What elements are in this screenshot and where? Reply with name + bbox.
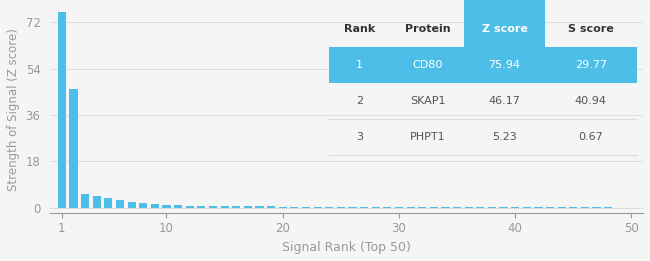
- Bar: [313, 207, 322, 208]
- Bar: [267, 206, 275, 208]
- X-axis label: Signal Rank (Top 50): Signal Rank (Top 50): [282, 241, 411, 254]
- Bar: [255, 206, 263, 208]
- Text: S score: S score: [568, 24, 614, 34]
- Bar: [244, 206, 252, 208]
- Text: 0.67: 0.67: [578, 132, 603, 142]
- Bar: [534, 207, 543, 208]
- Bar: [279, 206, 287, 208]
- Bar: [174, 205, 182, 208]
- Bar: [499, 207, 508, 208]
- Bar: [348, 207, 356, 208]
- FancyBboxPatch shape: [329, 47, 637, 83]
- Bar: [372, 207, 380, 208]
- Text: SKAP1: SKAP1: [410, 96, 445, 106]
- Text: 5.23: 5.23: [492, 132, 517, 142]
- Bar: [302, 207, 310, 208]
- Bar: [476, 207, 484, 208]
- Text: CD80: CD80: [412, 60, 443, 70]
- Bar: [511, 207, 519, 208]
- Text: Protein: Protein: [405, 24, 450, 34]
- Bar: [70, 89, 77, 208]
- Text: 1: 1: [356, 60, 363, 70]
- Bar: [418, 207, 426, 208]
- Bar: [220, 206, 229, 208]
- Bar: [104, 198, 112, 208]
- Bar: [337, 207, 345, 208]
- Bar: [162, 205, 170, 208]
- FancyBboxPatch shape: [465, 0, 545, 47]
- Bar: [453, 207, 461, 208]
- Text: Rank: Rank: [344, 24, 375, 34]
- Text: 3: 3: [356, 132, 363, 142]
- Text: 40.94: 40.94: [575, 96, 607, 106]
- Bar: [325, 207, 333, 208]
- Text: PHPT1: PHPT1: [410, 132, 445, 142]
- Bar: [546, 207, 554, 208]
- Bar: [197, 206, 205, 208]
- Bar: [186, 206, 194, 208]
- Bar: [406, 207, 415, 208]
- Text: 29.77: 29.77: [575, 60, 607, 70]
- Bar: [384, 207, 391, 208]
- Bar: [151, 204, 159, 208]
- Text: 75.94: 75.94: [489, 60, 521, 70]
- Bar: [523, 207, 531, 208]
- Bar: [291, 207, 298, 208]
- Bar: [139, 203, 148, 208]
- Bar: [58, 12, 66, 208]
- Text: 2: 2: [356, 96, 363, 106]
- Bar: [441, 207, 450, 208]
- Bar: [395, 207, 403, 208]
- Bar: [232, 206, 240, 208]
- Bar: [488, 207, 496, 208]
- Y-axis label: Strength of Signal (Z score): Strength of Signal (Z score): [7, 28, 20, 191]
- Bar: [116, 200, 124, 208]
- Bar: [360, 207, 368, 208]
- Bar: [465, 207, 473, 208]
- Bar: [430, 207, 438, 208]
- Bar: [93, 196, 101, 208]
- Text: 46.17: 46.17: [489, 96, 521, 106]
- Bar: [81, 194, 89, 208]
- Bar: [209, 206, 217, 208]
- Text: Z score: Z score: [482, 24, 528, 34]
- Bar: [127, 202, 136, 208]
